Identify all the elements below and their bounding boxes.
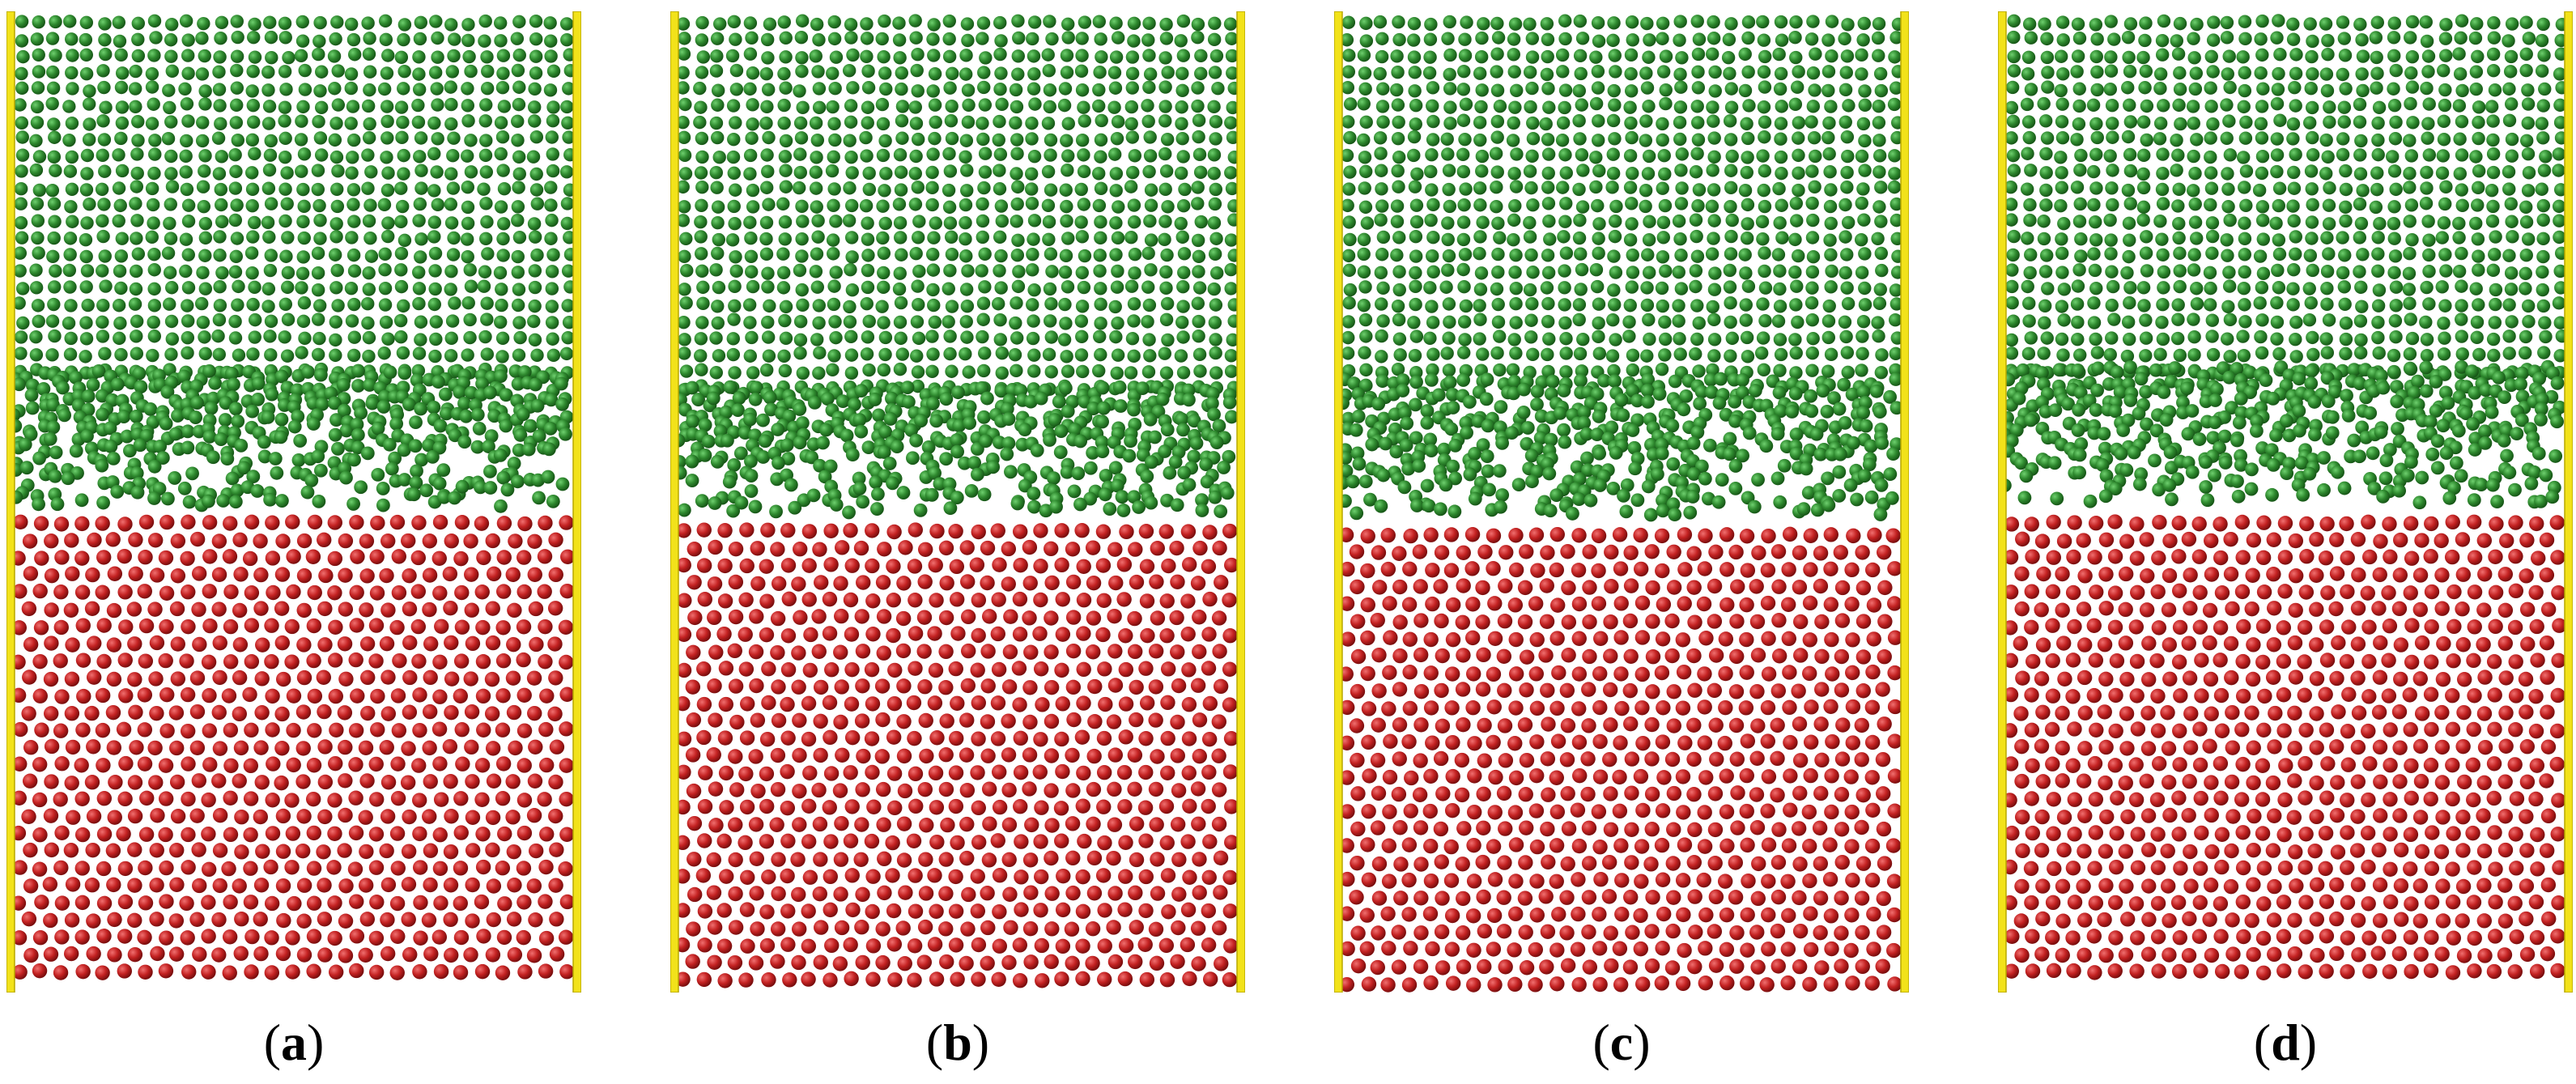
simulation-snapshot-a [6,11,581,993]
simulation-snapshot-c [1334,11,1909,993]
caption-b: (b) [925,1014,990,1071]
wall-pair [1998,11,2573,993]
simulation-snapshot-b [670,11,1245,993]
panel-d [1998,11,2573,993]
caption-c: (c) [1592,1014,1651,1071]
panel-a [6,11,581,993]
atom-layer [6,14,578,980]
atom-layer [1998,14,2570,980]
wall-pair [670,11,1245,993]
caption-label-d: d [2271,1014,2300,1071]
atom-layer [671,14,1241,988]
caption-label-c: c [1609,1014,1634,1071]
simulation-snapshot-d [1998,11,2573,993]
caption-d: (d) [2253,1014,2318,1071]
caption-label-a: a [281,1014,307,1071]
caption-a: (a) [263,1014,325,1071]
atom-layer [1335,14,1906,993]
wall-pair [1334,11,1909,993]
caption-label-b: b [943,1014,972,1071]
panel-c [1334,11,1909,993]
panel-b [670,11,1245,993]
wall-pair [6,11,581,993]
